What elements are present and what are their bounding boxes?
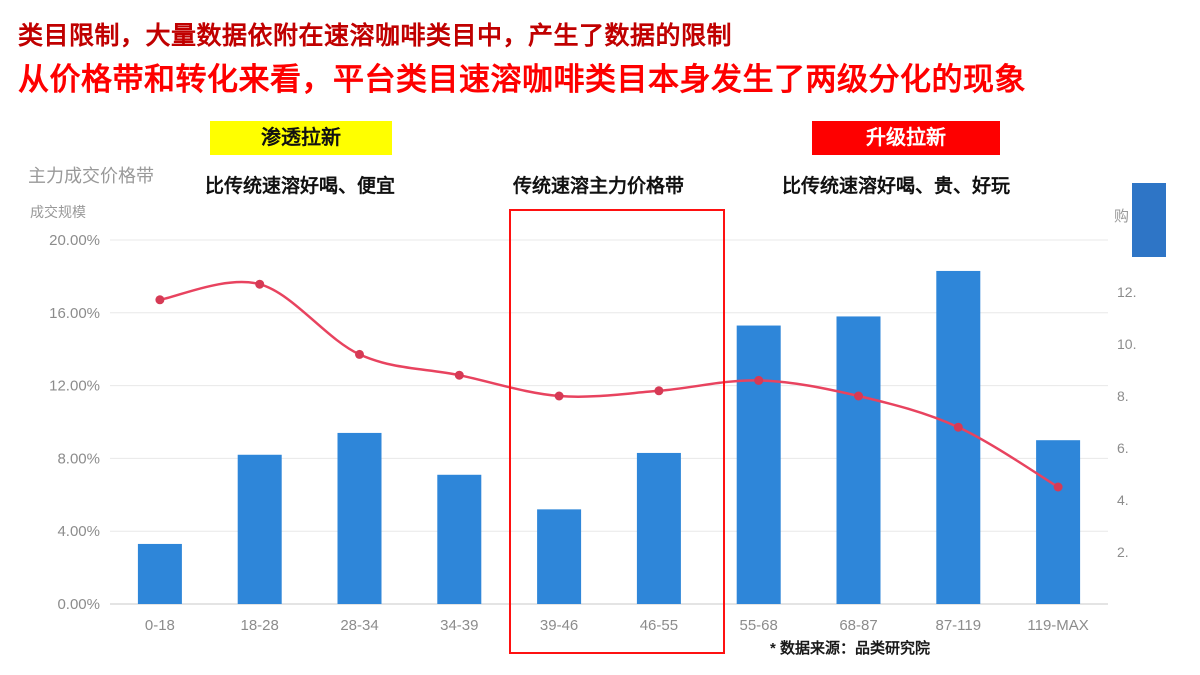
conversion-line [159, 280, 1059, 489]
x-axis-label: 68-87 [839, 617, 877, 634]
x-axis-label: 55-68 [740, 617, 778, 634]
x-axis-label: 28-34 [340, 617, 378, 634]
right-axis-tick: 10. [1117, 336, 1136, 352]
title-line-2: 从价格带和转化来看，平台类目速溶咖啡类目本身发生了两级分化的现象 [18, 62, 1026, 97]
main-price-band-label: 主力成交价格带 [28, 166, 154, 186]
line-point-0-18 [155, 295, 165, 305]
line-point-34-39 [454, 370, 464, 380]
bar-55-68 [736, 325, 781, 604]
bar-39-46 [537, 509, 582, 604]
x-axis-label: 34-39 [440, 617, 478, 634]
x-axis-label: 87-119 [936, 617, 982, 634]
right-axis-tick: 8. [1117, 388, 1129, 404]
line-point-39-46 [554, 391, 564, 401]
x-axis-label: 119-MAX [1027, 617, 1088, 634]
penetration-desc: 比传统速溶好喝、便宜 [205, 176, 396, 197]
line-point-46-55 [654, 386, 664, 396]
left-axis-tick: 8.00% [57, 450, 100, 467]
left-axis-tick: 0.00% [57, 596, 100, 613]
left-axis-tick: 20.00% [49, 232, 100, 249]
data-source-note: * 数据来源：品类研究院 [770, 640, 931, 657]
left-axis-unit-label: 成交规模 [30, 204, 86, 220]
bar-28-34 [337, 432, 382, 604]
upgrade-desc: 比传统速溶好喝、贵、好玩 [782, 176, 1011, 197]
upgrade-badge: 升级拉新 [812, 121, 1000, 155]
line-point-68-87 [854, 391, 863, 401]
line-point-28-34 [355, 349, 364, 359]
right-axis-tick: 4. [1117, 492, 1129, 508]
left-axis-tick: 16.00% [49, 305, 100, 322]
bar-18-28 [237, 454, 282, 604]
x-axis-label: 46-55 [640, 617, 678, 634]
x-axis-label: 39-46 [540, 617, 578, 634]
line-point-55-68 [754, 375, 764, 385]
clipped-blue-rectangle [1132, 183, 1166, 257]
right-axis-label-partial: 购 [1114, 208, 1130, 225]
penetration-badge: 渗透拉新 [210, 121, 392, 155]
line-point-87-119 [953, 422, 963, 432]
right-axis-tick: 2. [1117, 544, 1129, 560]
left-axis-tick: 12.00% [49, 378, 100, 395]
traditional-price-band-label: 传统速溶主力价格带 [513, 176, 685, 197]
bar-46-55 [636, 452, 681, 604]
x-axis-label: 0-18 [145, 617, 175, 634]
line-point-119-MAX [1053, 482, 1063, 492]
right-axis-tick: 12. [1117, 284, 1136, 300]
title-line-1: 类目限制，大量数据依附在速溶咖啡类目中，产生了数据的限制 [18, 22, 733, 50]
bar-119-MAX [1036, 440, 1081, 604]
bar-68-87 [836, 316, 881, 604]
x-axis-label: 18-28 [241, 617, 279, 634]
right-axis-tick: 6. [1117, 440, 1129, 456]
bar-0-18 [137, 543, 182, 604]
line-point-18-28 [255, 279, 265, 289]
bar-34-39 [437, 474, 482, 604]
left-axis-tick: 4.00% [57, 523, 100, 540]
bar-87-119 [936, 270, 981, 604]
